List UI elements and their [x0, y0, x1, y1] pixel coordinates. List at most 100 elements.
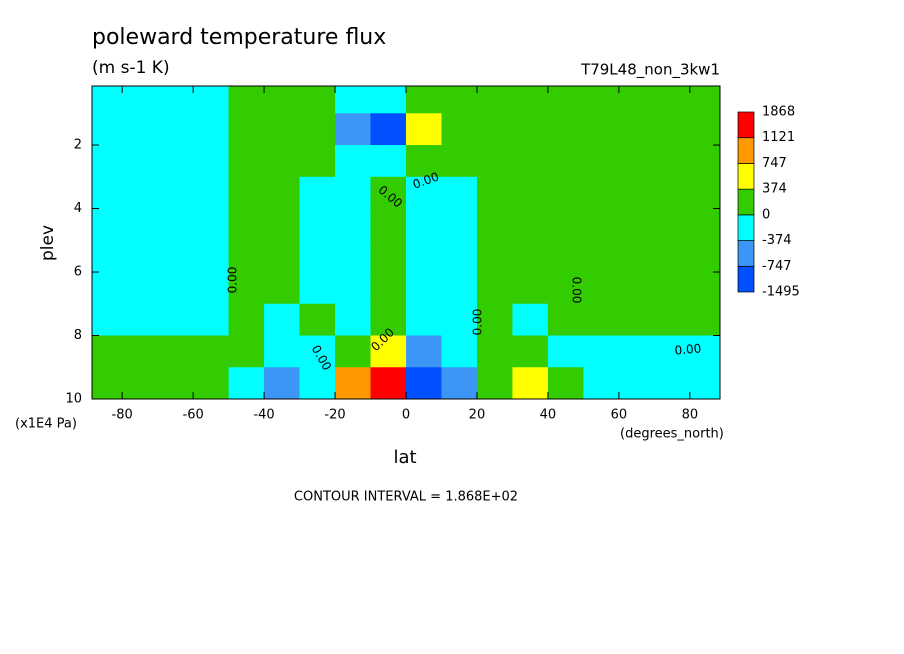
field-cell [193, 113, 230, 146]
field-cell [689, 208, 721, 241]
field-cell [618, 86, 655, 114]
field-cell [92, 176, 123, 210]
field-cell [193, 145, 230, 178]
field-cell [406, 303, 442, 337]
field-cell [476, 176, 513, 210]
field-cell [193, 86, 230, 114]
field-cell [299, 113, 336, 146]
field-cell [193, 208, 230, 241]
field-cell [476, 145, 513, 178]
field-cell [547, 86, 584, 114]
field-cell [157, 367, 194, 400]
y-tick-label: 2 [74, 138, 82, 153]
field-cell [618, 303, 655, 337]
field-cell [476, 272, 513, 305]
field-cell [512, 86, 549, 114]
x-tick-label: -60 [183, 408, 204, 423]
field-cell [654, 145, 691, 178]
contour-label: 0.00 [570, 277, 584, 304]
field-cell [512, 208, 549, 241]
field-cell [92, 208, 123, 241]
field-cell [618, 208, 655, 241]
field-cell [157, 208, 194, 241]
run-label: T79L48_non_3kw1 [580, 61, 720, 80]
field-cell [406, 335, 442, 368]
field-cell [335, 208, 372, 241]
field-cell [406, 86, 442, 114]
field-cell [122, 240, 159, 273]
field-cell [406, 272, 442, 305]
field-cell [370, 303, 407, 337]
field-cell [299, 335, 336, 368]
colorbar-swatch [737, 188, 755, 216]
field-cell [122, 145, 159, 178]
field-cell [228, 335, 265, 368]
field-cell [122, 367, 159, 400]
field-cell [618, 145, 655, 178]
field-cell [122, 272, 159, 305]
field-cell [583, 176, 620, 210]
field-cell [583, 113, 620, 146]
field-cell [264, 240, 301, 273]
field-cell [370, 272, 407, 305]
contour-label: 0.00 [471, 309, 485, 336]
field-cell [228, 145, 265, 178]
field-cell [512, 335, 549, 368]
chart-subtitle: (m s-1 K) [92, 58, 170, 78]
x-tick-label: 40 [540, 408, 557, 423]
field-cell [547, 113, 584, 146]
field-cell [476, 240, 513, 273]
field-cell [193, 272, 230, 305]
field-cell [441, 240, 478, 273]
field-cell [654, 176, 691, 210]
field-cell [335, 303, 372, 337]
field-cell [193, 367, 230, 400]
y-tick-label: 6 [74, 265, 82, 280]
field-cell [157, 145, 194, 178]
field-cell [618, 113, 655, 146]
field-cell [476, 335, 513, 368]
field-cell [370, 367, 407, 400]
field-cell [441, 367, 478, 400]
field-cell [583, 86, 620, 114]
field-cell [406, 176, 442, 210]
field-cell [689, 303, 721, 337]
field-cell [654, 367, 691, 400]
field-cell [228, 367, 265, 400]
y-tick-label: 10 [65, 392, 82, 407]
colorbar-swatch [737, 137, 755, 164]
x-tick-label: 60 [611, 408, 628, 423]
field-cell [370, 240, 407, 273]
field-cell [157, 240, 194, 273]
field-cell [335, 176, 372, 210]
contour-label: 0.00 [674, 341, 702, 357]
field-cell [654, 303, 691, 337]
contour-interval: CONTOUR INTERVAL = 1.868E+02 [294, 490, 518, 505]
field-cell [689, 86, 721, 114]
field-cell [264, 86, 301, 114]
field-cell [92, 86, 123, 114]
field-cell [476, 208, 513, 241]
x-tick-label: -20 [324, 408, 345, 423]
field-cell [406, 367, 442, 400]
field-cell [264, 208, 301, 241]
field-cell [122, 208, 159, 241]
field-cell [157, 113, 194, 146]
field-cell [228, 113, 265, 146]
field-cell [122, 176, 159, 210]
field-cell [370, 86, 407, 114]
field-cell [512, 272, 549, 305]
field-cell [335, 367, 372, 400]
field-cell [512, 367, 549, 400]
field-cell [370, 113, 407, 146]
field-cell [228, 86, 265, 114]
field-cell [547, 208, 584, 241]
field-cell [92, 272, 123, 305]
field-cell [370, 208, 407, 241]
field-cell [689, 113, 721, 146]
field-cell [92, 303, 123, 337]
field-cell [157, 176, 194, 210]
colorbar-swatch [737, 214, 755, 241]
x-tick-label: 80 [682, 408, 699, 423]
field-cell [512, 113, 549, 146]
